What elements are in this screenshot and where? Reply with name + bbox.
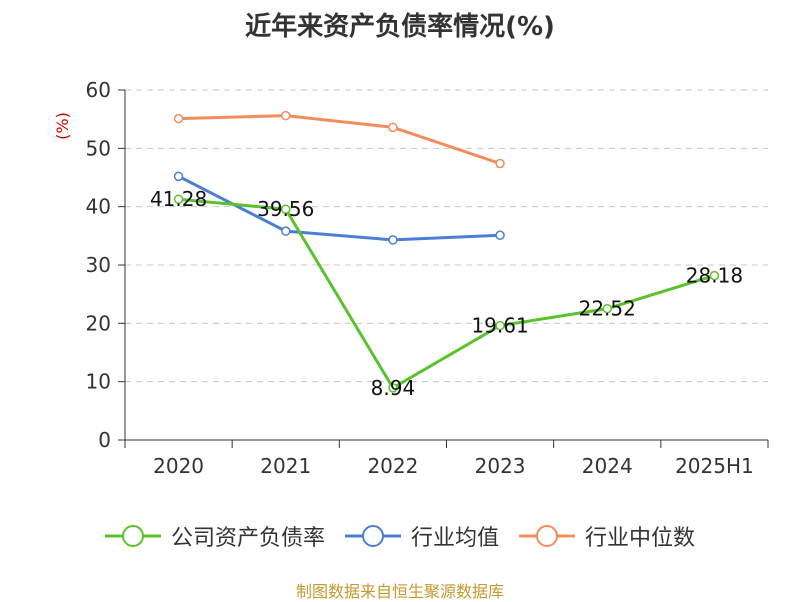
series-line	[178, 114, 501, 165]
y-tick-label: 60	[86, 78, 111, 102]
data-point	[709, 270, 720, 281]
data-labels: 41.28 39.56 8.94 19.61 22.52 28.18	[150, 187, 743, 400]
axes: 0 10 20 30 40 50 60 2020 2021 2022 2023 2024 2025H1 (…	[53, 78, 769, 478]
data-point	[388, 383, 398, 393]
data-label: 19.61	[471, 314, 528, 338]
grid-lines	[125, 89, 768, 383]
x-tick-label: 2020	[153, 454, 204, 478]
data-label: 8.94	[371, 376, 416, 400]
data-point	[495, 230, 505, 240]
data-point	[281, 226, 291, 236]
legend: 公司资产负债率 行业均值 行业中位数	[0, 520, 800, 552]
x-tick-label: 2025H1	[675, 454, 754, 478]
data-label: 22.52	[579, 297, 636, 321]
y-tick-label: 40	[86, 195, 111, 219]
legend-item[interactable]: 行业中位数	[519, 520, 695, 552]
x-tick-label: 2023	[475, 454, 526, 478]
y-axis-title: (%)	[53, 112, 72, 140]
legend-label: 公司资产负债率	[170, 526, 325, 551]
series-line	[178, 197, 715, 390]
legend-swatch-icon	[104, 525, 161, 547]
x-tick-label: 2024	[582, 454, 633, 478]
data-label: 39.56	[257, 197, 314, 221]
legend-label: 行业均值	[410, 526, 499, 551]
data-point	[388, 235, 398, 245]
data-label: 28.18	[686, 264, 743, 288]
y-tick-label: 30	[86, 253, 111, 277]
data-point	[495, 320, 505, 331]
legend-item[interactable]: 公司资产负债率	[104, 520, 325, 552]
data-point	[281, 110, 291, 121]
data-point	[173, 113, 184, 124]
x-tick-label: 2021	[260, 454, 311, 478]
x-tick-label: 2022	[367, 454, 418, 478]
chart-title: 近年来资产负债率情况(%)	[245, 12, 555, 42]
source-note: 制图数据来自恒生聚源数据库	[295, 582, 504, 601]
data-point	[495, 158, 505, 169]
data-point	[173, 171, 184, 182]
data-point	[602, 303, 612, 314]
y-tick-label: 20	[86, 311, 111, 335]
data-label: 41.28	[150, 187, 207, 211]
series-line	[177, 174, 501, 242]
line-chart: 0 10 20 30 40 50 60 2020 2021 2022 2023 2024 2025H1 (…	[53, 78, 769, 478]
legend-swatch-icon	[519, 525, 575, 547]
legend-label: 行业中位数	[585, 526, 696, 551]
data-point	[173, 194, 184, 204]
legend-swatch-icon	[344, 525, 401, 547]
y-tick-label: 50	[86, 136, 111, 160]
legend-item[interactable]: 行业均值	[344, 520, 499, 552]
y-tick-label: 10	[86, 370, 111, 394]
y-tick-label: 0	[98, 428, 111, 452]
series-lines	[173, 110, 720, 393]
data-point	[388, 122, 398, 133]
data-point	[281, 204, 291, 214]
